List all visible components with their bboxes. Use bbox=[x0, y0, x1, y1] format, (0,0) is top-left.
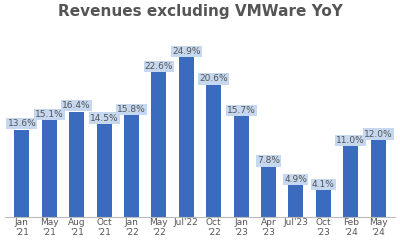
Bar bbox=[179, 57, 194, 217]
Bar bbox=[42, 120, 57, 217]
Text: 16.4%: 16.4% bbox=[62, 101, 91, 110]
Text: 15.7%: 15.7% bbox=[227, 106, 256, 115]
Bar bbox=[261, 167, 276, 217]
Bar bbox=[96, 124, 112, 217]
Text: 7.8%: 7.8% bbox=[257, 156, 280, 166]
Bar bbox=[69, 112, 84, 217]
Bar bbox=[234, 116, 249, 217]
Text: 11.0%: 11.0% bbox=[336, 136, 365, 145]
Text: 14.5%: 14.5% bbox=[90, 114, 118, 122]
Text: 12.0%: 12.0% bbox=[364, 130, 392, 139]
Bar bbox=[343, 146, 358, 217]
Bar bbox=[124, 115, 139, 217]
Bar bbox=[14, 130, 30, 217]
Text: 4.9%: 4.9% bbox=[284, 175, 307, 184]
Text: 22.6%: 22.6% bbox=[145, 62, 173, 71]
Text: 13.6%: 13.6% bbox=[8, 119, 36, 128]
Bar bbox=[316, 190, 331, 217]
Bar bbox=[371, 140, 386, 217]
Text: 24.9%: 24.9% bbox=[172, 47, 200, 56]
Text: 15.8%: 15.8% bbox=[117, 105, 146, 114]
Bar bbox=[151, 72, 166, 217]
Bar bbox=[206, 85, 221, 217]
Bar bbox=[288, 185, 304, 217]
Title: Revenues excluding VMWare YoY: Revenues excluding VMWare YoY bbox=[58, 4, 342, 19]
Text: 20.6%: 20.6% bbox=[200, 74, 228, 83]
Text: 15.1%: 15.1% bbox=[35, 110, 64, 119]
Text: 4.1%: 4.1% bbox=[312, 180, 335, 189]
